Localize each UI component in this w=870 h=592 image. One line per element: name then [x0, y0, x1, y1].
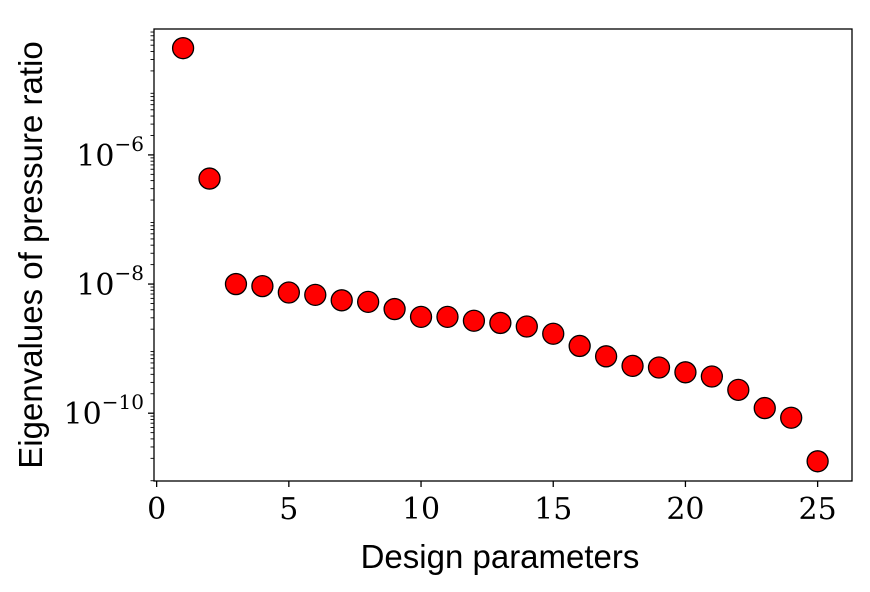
y-tick-label: 10 −10 [64, 390, 144, 432]
x-tick-label: 10 [402, 492, 440, 527]
y-tick-exponent: −10 [102, 390, 144, 414]
data-point [568, 334, 591, 358]
y-axis-label: Eigenvalues of pressure ratio [12, 41, 49, 468]
data-point [542, 322, 565, 345]
x-axis-ticks: 0 5 10 15 20 25 [147, 481, 837, 527]
data-point [489, 311, 512, 335]
x-tick-label: 20 [666, 492, 704, 527]
y-tick-label: 10 −8 [76, 261, 144, 303]
data-point [330, 289, 353, 312]
data-point [462, 309, 486, 332]
y-tick-exponent: −6 [115, 132, 144, 156]
data-point [647, 356, 671, 379]
x-axis-label: Design parameters [361, 538, 640, 575]
data-point [594, 345, 618, 368]
data-point [383, 297, 406, 321]
data-point [198, 167, 221, 190]
data-point [171, 37, 195, 60]
data-point [224, 272, 248, 296]
data-point [806, 450, 829, 473]
y-tick-label: 10 −6 [76, 132, 144, 174]
data-point [277, 281, 300, 304]
data-point [304, 283, 327, 307]
x-tick-label: 0 [147, 492, 166, 527]
data-point [780, 406, 803, 429]
data-point [515, 315, 538, 338]
y-axis-ticks: 10−610−810−10 [64, 31, 154, 482]
data-point [436, 305, 459, 329]
data-points [171, 37, 829, 473]
x-tick-label: 5 [279, 492, 298, 527]
data-point [621, 354, 644, 378]
y-tick-base: 10 [76, 268, 114, 303]
data-point [727, 378, 750, 401]
data-point [700, 365, 724, 388]
data-point [357, 290, 380, 314]
data-point [251, 274, 274, 298]
x-tick-label: 15 [534, 492, 572, 527]
plot-frame [153, 28, 853, 482]
data-point [674, 361, 697, 384]
data-point [409, 305, 433, 329]
x-tick-label: 25 [799, 492, 837, 527]
y-tick-base: 10 [64, 397, 102, 432]
y-tick-exponent: −8 [115, 261, 144, 285]
y-tick-base: 10 [76, 139, 114, 174]
data-point [753, 396, 776, 420]
